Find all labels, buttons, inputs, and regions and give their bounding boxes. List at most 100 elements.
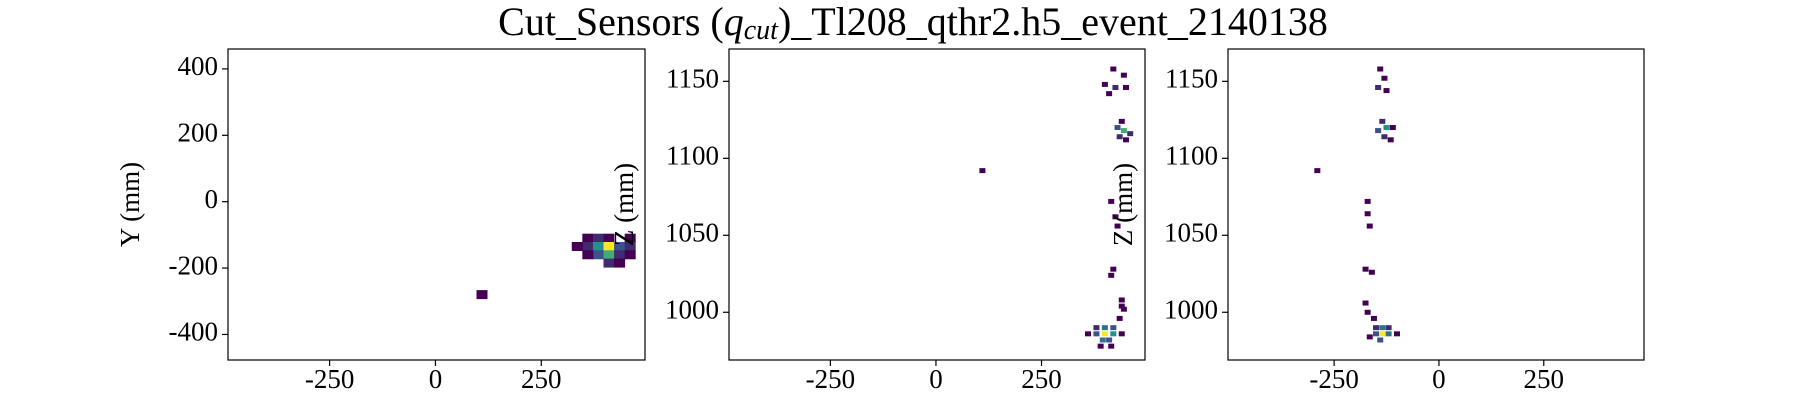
heatmap-cell — [582, 233, 594, 243]
heatmap-cell — [1385, 331, 1392, 337]
heatmap-cell — [571, 241, 583, 251]
y-tick-label: 1050 — [1164, 217, 1218, 247]
y-tick-label: 1100 — [1165, 141, 1218, 171]
heatmap-cell — [1106, 91, 1113, 97]
heatmap-cell — [1381, 134, 1388, 140]
y-tick-label: 1050 — [665, 217, 719, 247]
heatmap-cell — [1122, 84, 1129, 90]
heatmap-cell — [1097, 343, 1104, 349]
heatmap-cell — [1394, 331, 1400, 337]
x-tick-label: 250 — [1524, 364, 1565, 394]
x-tick-label: -250 — [305, 364, 355, 394]
heatmap-cell — [1366, 334, 1373, 340]
heatmap-cell — [1101, 331, 1108, 337]
heatmap-cell — [1375, 128, 1382, 134]
heatmap-cell — [1362, 300, 1369, 306]
heatmap-cell — [1364, 211, 1371, 217]
x-tick-label: -250 — [1309, 364, 1359, 394]
heatmap-cell — [1127, 131, 1134, 137]
heatmap-cell — [624, 250, 636, 260]
heatmap-cell — [1364, 198, 1371, 204]
heatmap-cell — [592, 250, 604, 260]
heatmap-cell — [1387, 137, 1394, 143]
heatmap-cell — [1120, 128, 1127, 134]
heatmap-cell — [1112, 214, 1119, 220]
heatmap-cell — [1084, 331, 1091, 337]
heatmap-cell — [1108, 343, 1115, 349]
heatmap-cell — [1389, 125, 1396, 131]
heatmap-cell — [1110, 66, 1117, 72]
plot-frame — [1227, 48, 1645, 361]
heatmap-cell — [1118, 331, 1125, 337]
y-tick-label: 1000 — [1164, 294, 1218, 324]
heatmap-cell — [1383, 125, 1390, 131]
heatmap-cell — [1114, 223, 1121, 229]
x-tick-label: 250 — [1021, 364, 1062, 394]
title-part: )_Tl208_qthr2.h5_event_2140138 — [778, 0, 1328, 44]
heatmap-cell — [1118, 297, 1125, 303]
y-tick-label: 200 — [178, 117, 219, 147]
heatmap-cell — [614, 241, 626, 251]
title-part: q — [724, 0, 744, 44]
heatmap-cell — [1364, 309, 1371, 315]
heatmap-cell — [1093, 331, 1100, 337]
title-part: Cut_Sensors ( — [498, 0, 724, 44]
heatmap-cell — [1385, 325, 1392, 331]
heatmap-cell — [1370, 315, 1377, 321]
heatmap-cell — [614, 258, 626, 268]
heatmap-cell — [1093, 325, 1100, 331]
heatmap-cell — [1379, 118, 1386, 124]
heatmap-cell — [1373, 331, 1380, 337]
y-axis-label: Y (mm) — [115, 162, 145, 247]
heatmap-cell — [1379, 331, 1386, 337]
heatmap-cell — [603, 250, 615, 260]
y-tick-label: -400 — [169, 317, 219, 347]
heatmap-cell — [1379, 325, 1386, 331]
heatmap-cell — [1116, 315, 1123, 321]
y-tick-label: 400 — [178, 51, 219, 81]
heatmap-cell — [624, 233, 636, 243]
heatmap-cell — [614, 250, 626, 260]
x-tick-label: 0 — [929, 364, 943, 394]
heatmap-cell — [476, 290, 488, 300]
x-tick-label: 250 — [521, 364, 562, 394]
heatmap-cell — [1377, 66, 1384, 72]
y-tick-label: 1150 — [1165, 64, 1218, 94]
heatmap-cell — [624, 241, 636, 251]
heatmap-cell — [1375, 84, 1382, 90]
heatmap-cell — [1314, 168, 1321, 174]
heatmap-cell — [1377, 337, 1384, 343]
y-axis-label: Z (mm) — [609, 163, 639, 246]
plot-frame — [728, 48, 1146, 361]
heatmap-cell — [592, 241, 604, 251]
x-tick-label: -250 — [806, 364, 856, 394]
heatmap-cell — [1118, 303, 1125, 309]
y-tick-label: 0 — [205, 184, 219, 214]
heatmap-cell — [582, 250, 594, 260]
heatmap-cell — [1108, 198, 1115, 204]
heatmap-cell — [1362, 266, 1369, 272]
title-part: cut — [744, 15, 779, 46]
heatmap-cell — [979, 168, 986, 174]
heatmap-cell — [1120, 72, 1127, 78]
heatmap-cell — [1110, 266, 1117, 272]
heatmap-cell — [1120, 306, 1127, 312]
heatmap-cell — [1099, 337, 1106, 343]
heatmap-cell — [1101, 81, 1108, 87]
heatmap-cell — [1381, 75, 1388, 81]
plot-frame — [227, 48, 646, 361]
x-tick-label: 0 — [1432, 364, 1446, 394]
heatmap-cell — [1112, 84, 1119, 90]
y-tick-label: 1100 — [666, 141, 719, 171]
heatmap-cell — [1118, 118, 1125, 124]
y-tick-label: 1150 — [666, 64, 719, 94]
heatmap-cell — [1116, 134, 1123, 140]
heatmap-cell — [603, 258, 615, 268]
heatmap-cell — [1108, 272, 1115, 278]
heatmap-cell — [1373, 325, 1380, 331]
heatmap-cell — [1383, 88, 1390, 94]
heatmap-cell — [592, 233, 604, 243]
y-tick-label: -200 — [169, 250, 219, 280]
heatmap-cell — [582, 241, 594, 251]
